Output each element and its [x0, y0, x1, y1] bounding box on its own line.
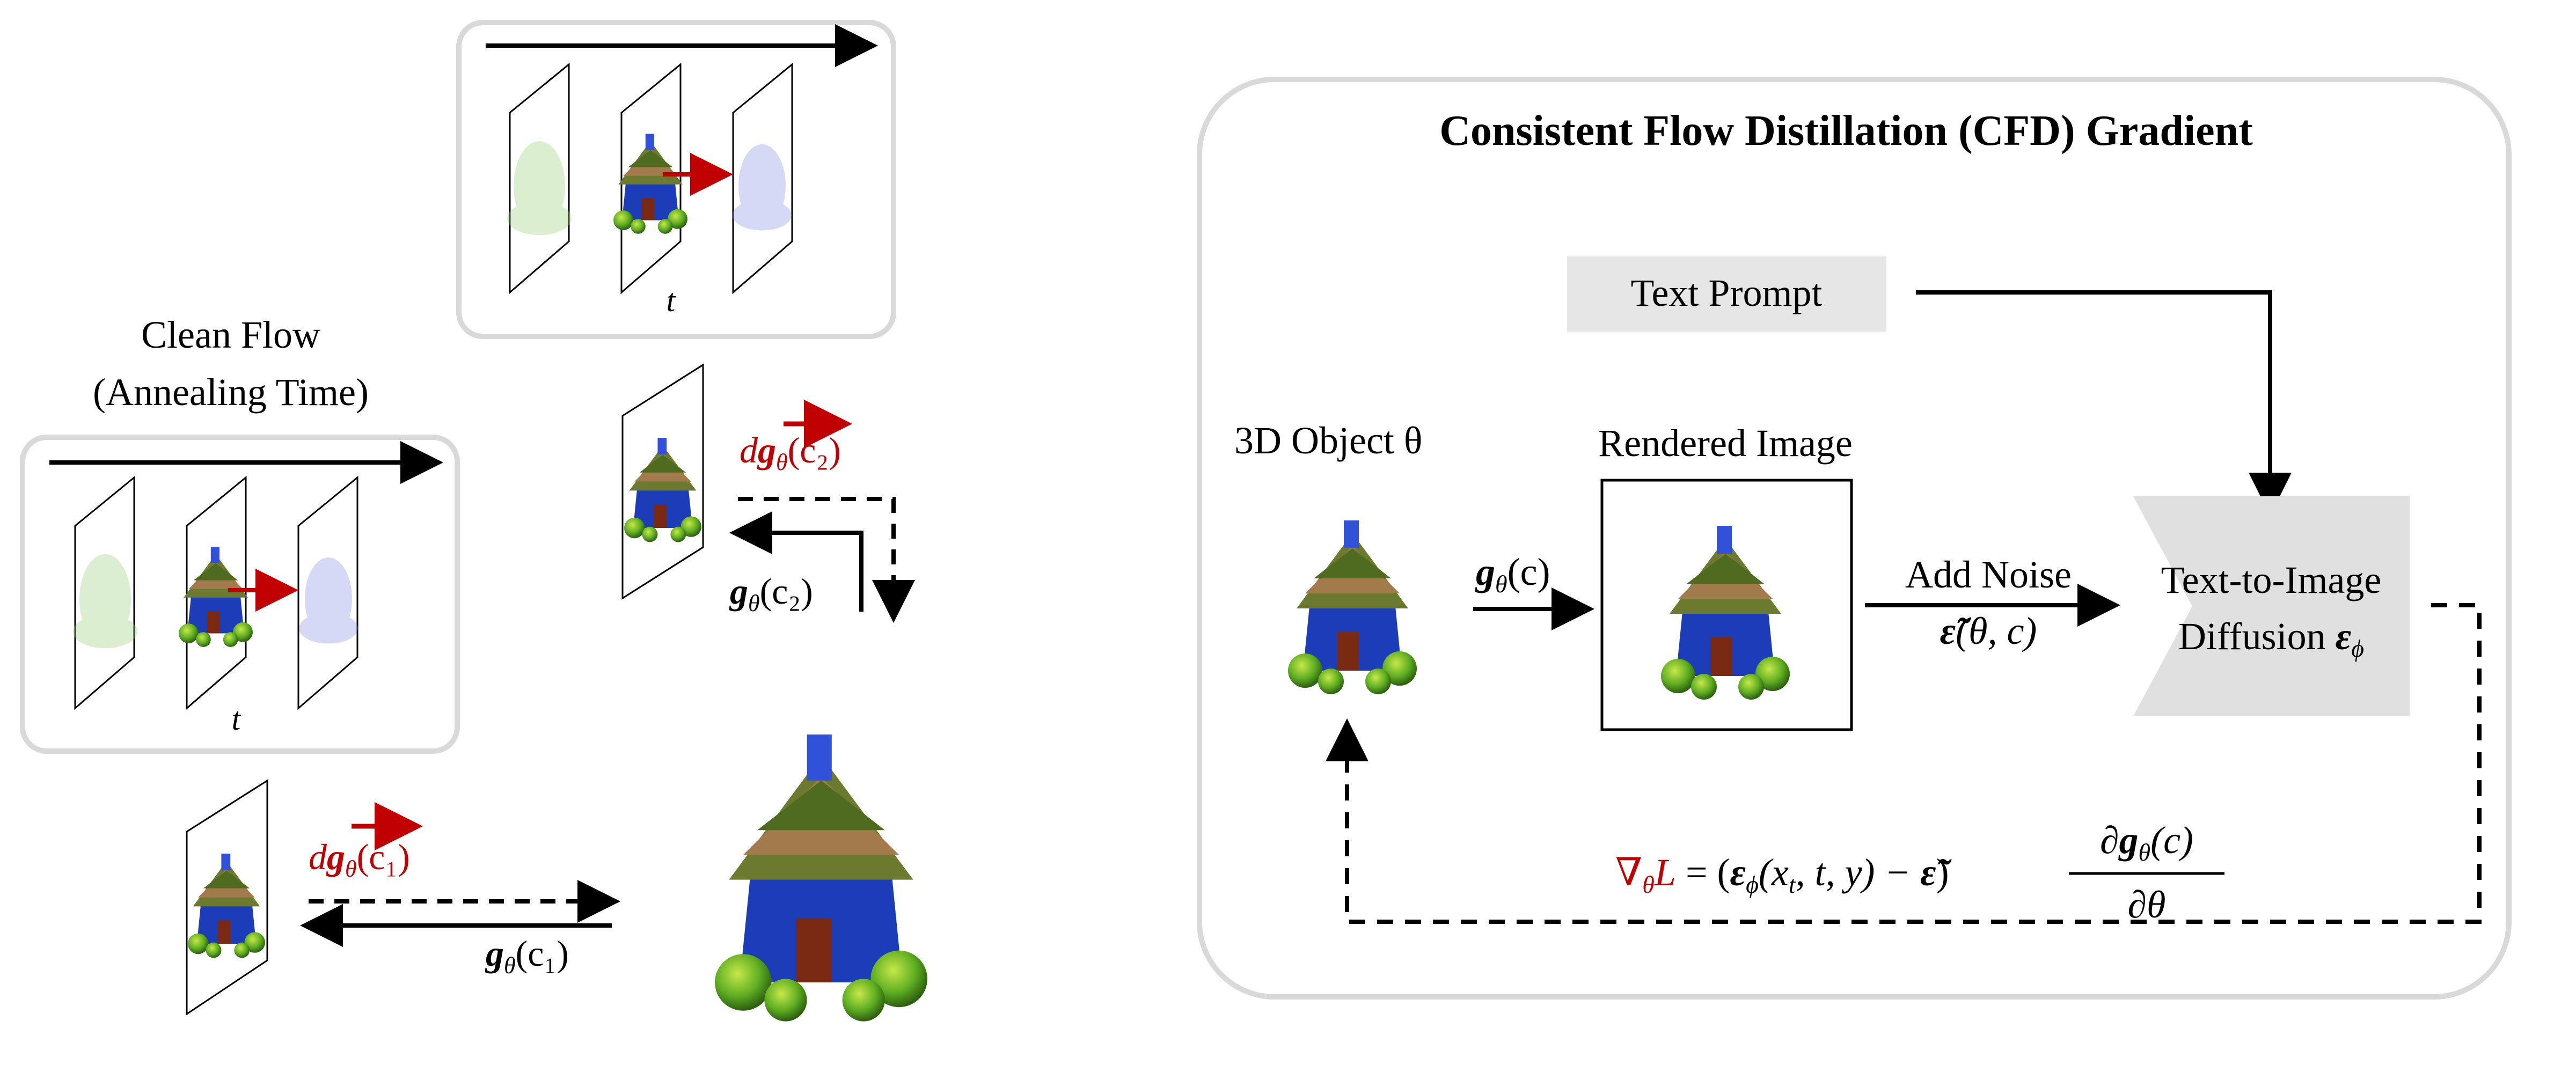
diffusion-shape: [2133, 496, 2410, 716]
text-prompt-label: Text Prompt: [1631, 271, 1823, 314]
ghost-flow-clean-1-base: [73, 614, 137, 649]
add-noise-label: Add Noise: [1905, 553, 2072, 596]
clean-flow-title-line1: Clean Flow: [141, 313, 320, 356]
render-op-label: gθ(c): [1475, 550, 1550, 598]
ghost-flow-clean-1-blob: [79, 554, 131, 644]
ghost-flow-clean-1: [73, 554, 137, 649]
object-label: 3D Object θ: [1234, 419, 1422, 462]
ghost-flow-top-1-base: [507, 201, 572, 236]
house-3d-large: [715, 735, 927, 1022]
ghost-flow-top-3-base: [733, 200, 792, 231]
time-label-top: t: [667, 283, 676, 318]
dashed-dflow-c2-arrow: [738, 497, 915, 623]
diffusion-label-line1: Text-to-Image: [2161, 559, 2382, 601]
ghost-flow-top-3-blob: [738, 144, 786, 227]
ghost-flow-clean-3-base: [299, 613, 358, 644]
clean-flow-title-line2: (Annealing Time): [93, 371, 369, 414]
ghost-flow-clean-3-blob: [305, 557, 352, 640]
gradient-formula: ∇θL = (εϕ(xt, t, y) − ε̃): [1615, 851, 1952, 898]
ghost-flow-clean-3: [299, 557, 358, 644]
solid-flow-c2-arrow: [729, 511, 863, 612]
ghost-flow-top-1-blob: [514, 141, 565, 231]
prompt-to-diffusion-arrow: [1916, 290, 2292, 516]
time-label-clean: t: [232, 701, 241, 737]
frame-top-1: [509, 62, 570, 295]
gradient-feedback-arrow: [1326, 603, 2482, 924]
cfd-panel: [1197, 77, 2512, 1000]
flow-c1-label: gθ(c₁): [485, 933, 569, 979]
diffusion-label-line2: Diffusion εϕ: [2178, 615, 2364, 662]
dflow-c2-label: dgθ(c₂): [740, 430, 841, 475]
noise-label: ε̃(θ, c): [1940, 609, 2037, 652]
frame-clean-3: [297, 475, 358, 710]
frame-clean-1: [74, 475, 135, 710]
flow-c2-label: gθ(c₂): [729, 571, 813, 616]
frame-top-3: [732, 62, 793, 295]
gradient-fraction-numerator: ∂gθ(c): [2100, 819, 2193, 866]
rendered-image-label: Rendered Image: [1598, 422, 1853, 465]
ghost-flow-top-1: [507, 141, 572, 236]
gradient-fraction-denominator: ∂θ: [2128, 883, 2166, 926]
ghost-flow-top-3: [733, 144, 792, 231]
dflow-c1-label: dgθ(c₁): [309, 836, 410, 882]
text-prompt-box: [1567, 256, 1886, 332]
cfd-title: Consistent Flow Distillation (CFD) Gradi…: [1439, 107, 2253, 155]
house-3d-large-shape: [715, 735, 927, 1022]
